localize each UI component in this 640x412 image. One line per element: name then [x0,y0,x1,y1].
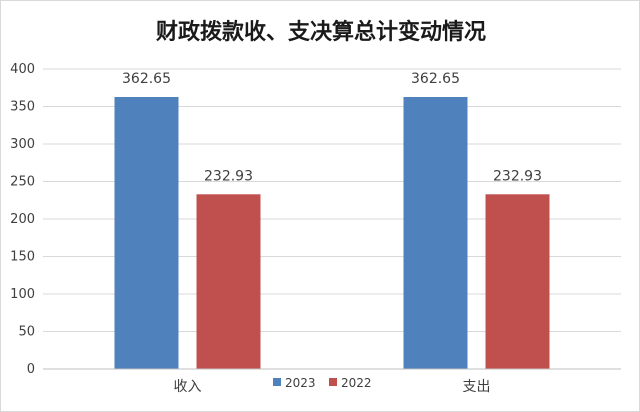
legend-swatch-2022 [329,378,337,386]
chart-title: 财政拨款收、支决算总计变动情况 [156,19,486,45]
y-tick-label: 50 [18,325,35,340]
legend-label: 2022 [341,376,372,390]
data-label: 362.65 [122,71,171,87]
y-tick-label: 0 [27,362,35,377]
y-tick-label: 300 [10,137,35,152]
legend-swatch-2023 [273,378,281,386]
x-axis: 收入 支出 [43,368,621,395]
y-tick-label: 100 [10,287,35,302]
bar-2022-0 [196,194,261,369]
y-tick-label: 350 [10,100,35,115]
bar-2023-0 [114,97,179,369]
data-label: 362.65 [411,71,460,87]
y-tick-label: 400 [10,62,35,77]
y-tick-label: 150 [10,250,35,265]
data-label: 232.93 [204,168,253,184]
y-tick-label: 250 [10,175,35,190]
data-label: 232.93 [493,168,542,184]
legend: 2023 2022 [273,376,372,390]
legend-label: 2023 [285,376,316,390]
y-axis: 0 50 100 150 200 250 300 350 400 [10,62,35,377]
bar-2022-1 [485,194,550,369]
x-category-label: 支出 [463,379,491,395]
bar-2023-1 [403,97,468,369]
data-labels: 362.65 232.93 362.65 232.93 [122,71,542,184]
bars [114,97,550,369]
x-category-label: 收入 [174,379,202,395]
y-tick-label: 200 [10,212,35,227]
